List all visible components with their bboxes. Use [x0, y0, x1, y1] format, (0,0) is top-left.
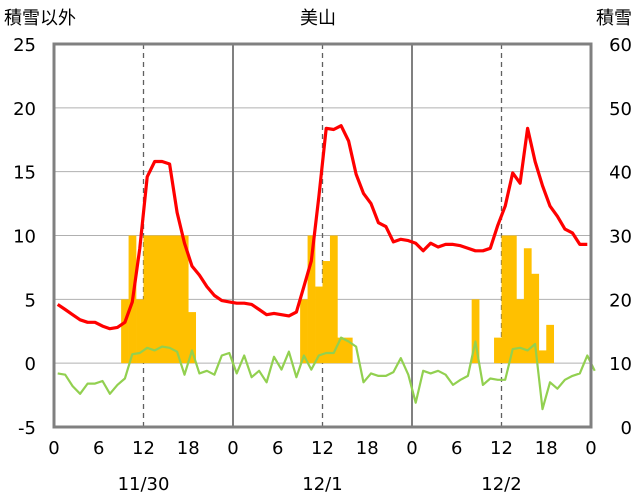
- x-tick-label: 6: [93, 438, 104, 459]
- x-tick-label: 12: [490, 438, 513, 459]
- bar: [337, 337, 346, 364]
- bar: [344, 337, 353, 364]
- date-label: 11/30: [118, 474, 170, 495]
- bar: [150, 235, 159, 364]
- bar: [180, 235, 189, 364]
- bar: [136, 299, 144, 364]
- left-tick-label: 0: [25, 354, 36, 375]
- right-tick-label: 10: [609, 354, 632, 375]
- bar: [508, 235, 517, 364]
- left-tick-label: -5: [18, 418, 36, 439]
- series-line-1: [56, 124, 588, 331]
- series-line-2: [57, 336, 596, 411]
- left-tick-label: 5: [25, 290, 36, 311]
- right-tick-label: 60: [609, 35, 632, 56]
- chart-title: 美山: [300, 8, 336, 29]
- x-tick-label: 0: [48, 438, 59, 459]
- bar: [516, 299, 525, 364]
- x-tick-label: 0: [585, 438, 596, 459]
- bar: [143, 235, 152, 364]
- plot-frame: [52, 42, 593, 429]
- bar: [173, 235, 182, 364]
- left-tick-label: 10: [13, 227, 36, 248]
- x-tick-label: 18: [535, 438, 558, 459]
- right-tick-label: 50: [609, 99, 632, 120]
- date-label: 12/1: [302, 474, 342, 495]
- bar: [158, 235, 167, 364]
- x-tick-label: 6: [272, 438, 283, 459]
- x-tick-label: 6: [451, 438, 462, 459]
- x-tick-label: 18: [356, 438, 379, 459]
- bar: [546, 324, 555, 364]
- bar: [188, 312, 197, 364]
- bar: [121, 299, 129, 364]
- bar: [538, 350, 547, 364]
- left-tick-label: 15: [13, 163, 36, 184]
- bar: [307, 235, 316, 364]
- bar: [315, 286, 323, 364]
- bar: [494, 337, 502, 364]
- x-tick-label: 0: [406, 438, 417, 459]
- x-tick-label: 0: [227, 438, 238, 459]
- left-axis-label: 積雪以外: [4, 8, 76, 29]
- right-tick-label: 20: [609, 290, 632, 311]
- bar: [165, 235, 174, 364]
- bar: [501, 235, 510, 364]
- right-tick-label: 30: [609, 227, 632, 248]
- right-tick-label: 0: [621, 418, 632, 439]
- x-tick-label: 18: [177, 438, 200, 459]
- left-tick-label: 25: [13, 35, 36, 56]
- bar: [471, 299, 480, 364]
- bar: [322, 261, 331, 364]
- bar: [523, 248, 532, 364]
- x-tick-label: 12: [311, 438, 334, 459]
- left-tick-label: 20: [13, 99, 36, 120]
- bar: [531, 273, 540, 364]
- right-axis-label: 積雪: [596, 8, 632, 29]
- date-label: 12/2: [481, 474, 521, 495]
- right-tick-label: 40: [609, 163, 632, 184]
- bar: [329, 235, 338, 364]
- x-tick-label: 12: [132, 438, 155, 459]
- bar: [300, 299, 308, 364]
